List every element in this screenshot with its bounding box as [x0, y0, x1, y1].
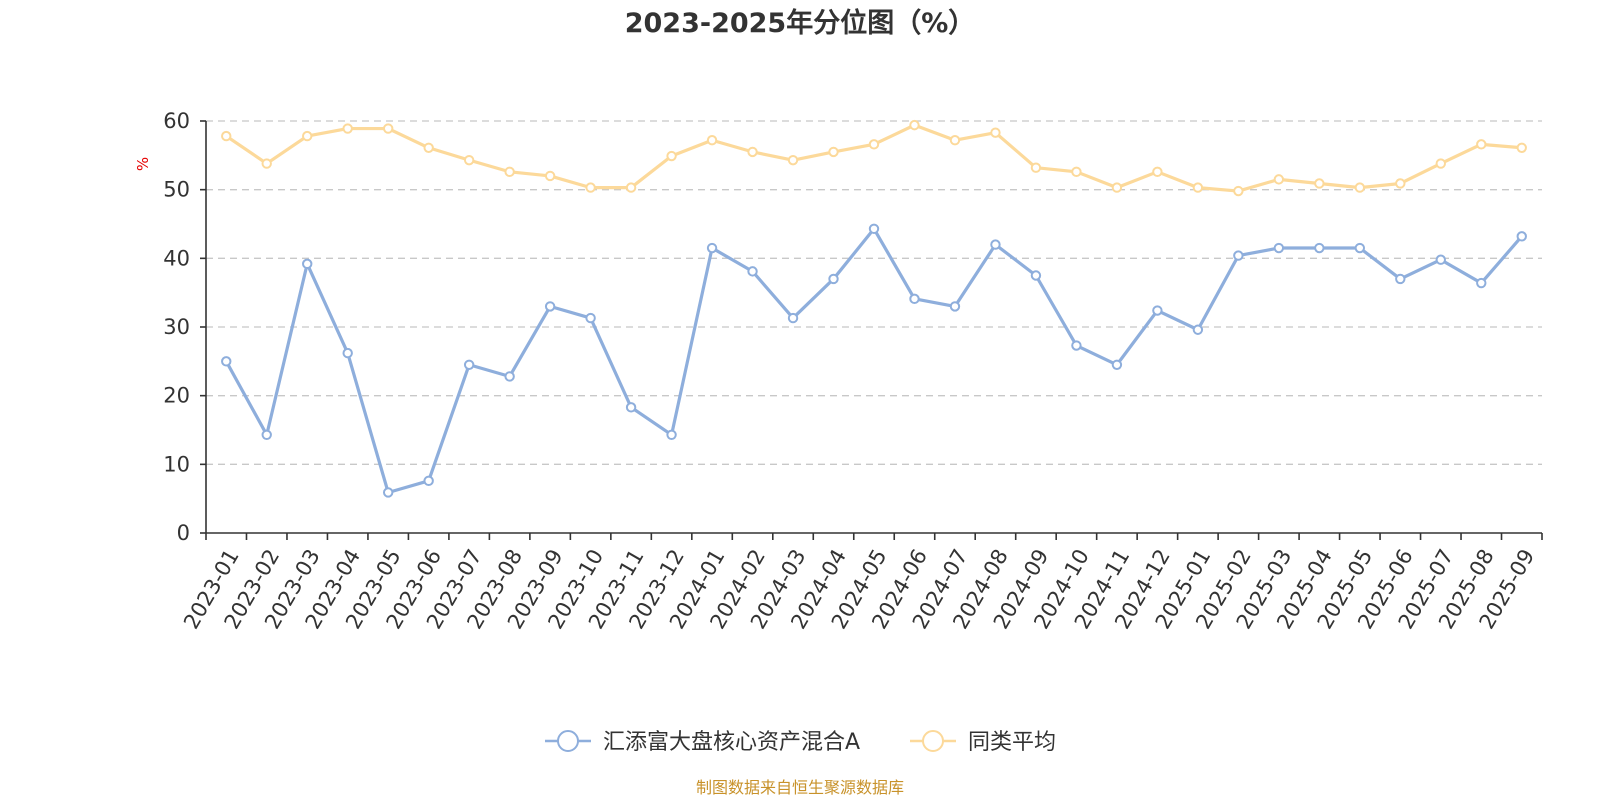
data-point[interactable] — [504, 371, 515, 382]
data-point[interactable] — [828, 273, 839, 285]
y-tick-label: 10 — [163, 452, 190, 476]
data-point[interactable] — [1071, 340, 1082, 351]
data-point[interactable] — [1516, 142, 1527, 153]
data-point[interactable] — [787, 312, 799, 324]
data-point[interactable] — [544, 301, 556, 312]
data-point[interactable] — [666, 150, 677, 162]
data-point[interactable] — [625, 402, 637, 413]
data-point[interactable] — [1111, 359, 1123, 370]
data-point[interactable] — [949, 301, 961, 312]
series-line — [224, 123, 1524, 193]
data-point[interactable] — [544, 170, 556, 182]
data-point[interactable] — [302, 130, 313, 142]
data-point[interactable] — [1476, 277, 1487, 289]
legend-item-0[interactable]: 汇添富大盘核心资产混合A — [545, 730, 860, 755]
data-point[interactable] — [747, 266, 758, 277]
data-point[interactable] — [1071, 166, 1082, 178]
data-point[interactable] — [1030, 270, 1042, 281]
chart-title: 2023-2025年分位图（%） — [625, 7, 976, 39]
data-point[interactable] — [828, 146, 839, 158]
data-point[interactable] — [1030, 162, 1042, 173]
data-point[interactable] — [221, 356, 232, 367]
y-tick-label: 30 — [163, 315, 190, 339]
data-point[interactable] — [990, 127, 1001, 138]
data-point[interactable] — [1273, 174, 1285, 185]
data-point[interactable] — [1192, 182, 1204, 193]
data-point[interactable] — [1476, 139, 1487, 150]
legend-label: 同类平均 — [968, 730, 1056, 755]
data-point[interactable] — [585, 182, 596, 193]
data-point[interactable] — [1354, 242, 1366, 254]
axes: 01020304050602023-012023-022023-032023-0… — [163, 109, 1543, 633]
series-layer — [221, 119, 1527, 498]
data-point[interactable] — [1314, 178, 1325, 189]
data-point[interactable] — [382, 487, 394, 498]
y-tick-label: 20 — [163, 384, 190, 408]
data-point[interactable] — [949, 135, 961, 146]
data-point[interactable] — [1314, 242, 1325, 254]
data-point[interactable] — [868, 139, 880, 150]
source-note: 制图数据来自恒生聚源数据库 — [696, 778, 904, 797]
data-point[interactable] — [706, 135, 718, 146]
data-point[interactable] — [1111, 182, 1123, 193]
data-point[interactable] — [261, 429, 272, 441]
data-point[interactable] — [261, 158, 272, 169]
data-point[interactable] — [463, 154, 475, 166]
data-point[interactable] — [1273, 242, 1285, 254]
data-point[interactable] — [787, 154, 799, 166]
data-point[interactable] — [666, 429, 677, 441]
y-tick-label: 50 — [163, 178, 190, 202]
data-point[interactable] — [342, 347, 353, 359]
data-point[interactable] — [382, 123, 394, 134]
legend: 汇添富大盘核心资产混合A 同类平均 — [545, 730, 1056, 755]
data-point[interactable] — [1516, 231, 1527, 242]
data-point[interactable] — [990, 239, 1001, 250]
grid-lines — [206, 120, 1542, 465]
data-point[interactable] — [625, 182, 637, 193]
series-0 — [221, 223, 1527, 498]
data-point[interactable] — [302, 258, 313, 270]
y-tick-label: 0 — [177, 521, 190, 545]
data-point[interactable] — [423, 142, 434, 153]
data-point[interactable] — [1395, 273, 1406, 285]
data-point[interactable] — [868, 223, 880, 235]
data-point[interactable] — [706, 242, 718, 254]
data-point[interactable] — [1233, 185, 1244, 197]
data-point[interactable] — [1395, 178, 1406, 189]
data-point[interactable] — [342, 123, 353, 134]
y-tick-label: 60 — [163, 109, 190, 133]
data-point[interactable] — [909, 293, 920, 305]
legend-item-1[interactable]: 同类平均 — [910, 730, 1056, 755]
series-1 — [221, 119, 1527, 197]
legend-label: 汇添富大盘核心资产混合A — [603, 730, 860, 755]
data-point[interactable] — [585, 312, 596, 324]
data-point[interactable] — [221, 130, 232, 142]
y-tick-label: 40 — [163, 246, 190, 270]
data-point[interactable] — [909, 119, 920, 131]
legend-marker — [922, 730, 944, 752]
data-point[interactable] — [504, 166, 515, 178]
data-point[interactable] — [1152, 166, 1163, 178]
data-point[interactable] — [1192, 324, 1204, 335]
data-point[interactable] — [1354, 182, 1366, 193]
data-point[interactable] — [1435, 158, 1446, 169]
data-point[interactable] — [1233, 250, 1244, 261]
legend-marker — [557, 730, 579, 752]
data-point[interactable] — [463, 359, 475, 370]
data-point[interactable] — [423, 475, 434, 487]
series-line — [224, 227, 1524, 495]
data-point[interactable] — [1152, 305, 1163, 316]
data-point[interactable] — [747, 146, 758, 158]
y-axis-unit: % — [134, 157, 152, 171]
data-point[interactable] — [1435, 254, 1446, 265]
